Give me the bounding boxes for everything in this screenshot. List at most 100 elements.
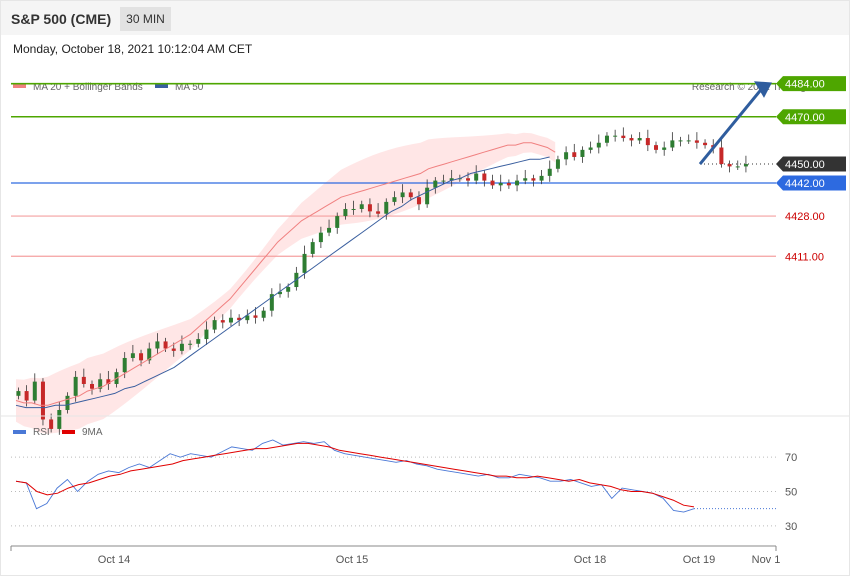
chart-header: S&P 500 (CME) 30 MIN [1, 1, 849, 35]
level-label: 4411.00 [785, 251, 824, 263]
candle-body [441, 180, 446, 182]
candle-body [523, 178, 528, 181]
candle-body [539, 175, 544, 181]
candle-body [727, 164, 732, 167]
candle-body [376, 211, 381, 214]
candle-body [703, 142, 708, 146]
candle-body [261, 310, 266, 318]
x-tick-nov1: Nov 1 [752, 554, 781, 566]
candle-body [204, 329, 209, 340]
candle-body [416, 197, 421, 205]
candle-body [433, 180, 438, 188]
candle-body [302, 253, 307, 273]
legend-swatch-rsi [13, 430, 26, 434]
candle-body [269, 294, 274, 311]
candle-body [547, 168, 552, 176]
timeframe-badge[interactable]: 30 MIN [120, 7, 171, 31]
candle-body [73, 376, 78, 396]
candle-body [196, 339, 201, 344]
candle-body [686, 140, 691, 142]
candle-body [188, 343, 193, 345]
candle-body [49, 419, 54, 429]
rsi-line [15, 439, 695, 513]
candle-body [90, 383, 95, 389]
rsi-tick-label: 30 [785, 521, 797, 533]
candle-body [367, 204, 372, 212]
candle-body [678, 140, 683, 142]
legend-swatch-ma50 [155, 84, 168, 88]
candle-body [286, 287, 291, 292]
candle-body [498, 182, 503, 186]
candle-body [400, 192, 405, 198]
timestamp: Monday, October 18, 2021 10:12:04 AM CET [13, 42, 253, 56]
candle-body [139, 353, 144, 361]
candle-body [662, 147, 667, 150]
candle-body [408, 192, 413, 198]
candle-body [613, 135, 618, 137]
candle-body [40, 381, 45, 420]
candle-body [555, 159, 560, 169]
rsi-layer: 30 50 70 [11, 439, 797, 533]
candle-body [735, 166, 740, 168]
candle-body [564, 152, 569, 160]
projection-arrow-line [698, 85, 766, 166]
legend-ma20: MA 20 + Bollinger Bands [33, 82, 143, 93]
candle-body [629, 138, 634, 141]
level-label: 4428.00 [785, 211, 825, 223]
candle-body [106, 379, 111, 384]
candle-body [531, 178, 536, 181]
candle-body [163, 341, 168, 349]
candle-body [482, 173, 487, 181]
candle-body [245, 315, 250, 321]
ma50-line [15, 156, 550, 409]
candle-body [743, 164, 748, 167]
candle-body [155, 341, 160, 349]
candle-body [310, 242, 315, 254]
candle-body [596, 142, 601, 148]
candle-body [327, 227, 332, 233]
candle-body [335, 216, 340, 228]
symbol-title: S&P 500 (CME) [11, 11, 112, 27]
candle-body [253, 315, 258, 318]
candle-body [130, 353, 135, 358]
candle-body [572, 152, 577, 157]
candle-body [670, 140, 675, 148]
candle-body [506, 182, 511, 186]
level-label: 4484.00 [785, 79, 825, 91]
x-tick-oct14: Oct 14 [98, 554, 130, 566]
candle-body [318, 232, 323, 243]
rsi-tick-label: 50 [785, 487, 797, 499]
price-layer: 4484.00 4470.00 4450.00 4442.00 4428.00 4411.… [11, 76, 846, 435]
candle-body [637, 138, 642, 141]
legend-swatch-9ma [62, 430, 75, 434]
candle-body [490, 180, 495, 186]
candle-body [474, 173, 479, 181]
candle-body [57, 410, 62, 429]
candle-body [449, 178, 454, 181]
rsi-tick-label: 70 [785, 452, 797, 464]
candle-body [171, 348, 176, 351]
legend-9ma: 9MA [82, 427, 103, 438]
candle-body [212, 320, 217, 330]
candle-body [24, 391, 29, 401]
level-tag [776, 156, 846, 172]
candle-body [621, 135, 626, 139]
candle-body [466, 178, 471, 181]
x-tick-oct18: Oct 18 [574, 554, 606, 566]
x-tick-oct19: Oct 19 [683, 554, 715, 566]
candle-body [654, 145, 659, 150]
level-tag [776, 109, 846, 125]
level-tag [776, 175, 846, 191]
candle-body [179, 343, 184, 351]
candle-body [65, 395, 70, 410]
legend-ma50: MA 50 [175, 82, 204, 93]
candle-body [515, 180, 520, 186]
candle-body [220, 320, 225, 323]
candle-body [425, 187, 430, 205]
candle-body [228, 317, 233, 323]
candle-body [278, 291, 283, 295]
candle-body [343, 208, 348, 217]
candle-body [694, 140, 699, 143]
candle-body [237, 317, 242, 321]
